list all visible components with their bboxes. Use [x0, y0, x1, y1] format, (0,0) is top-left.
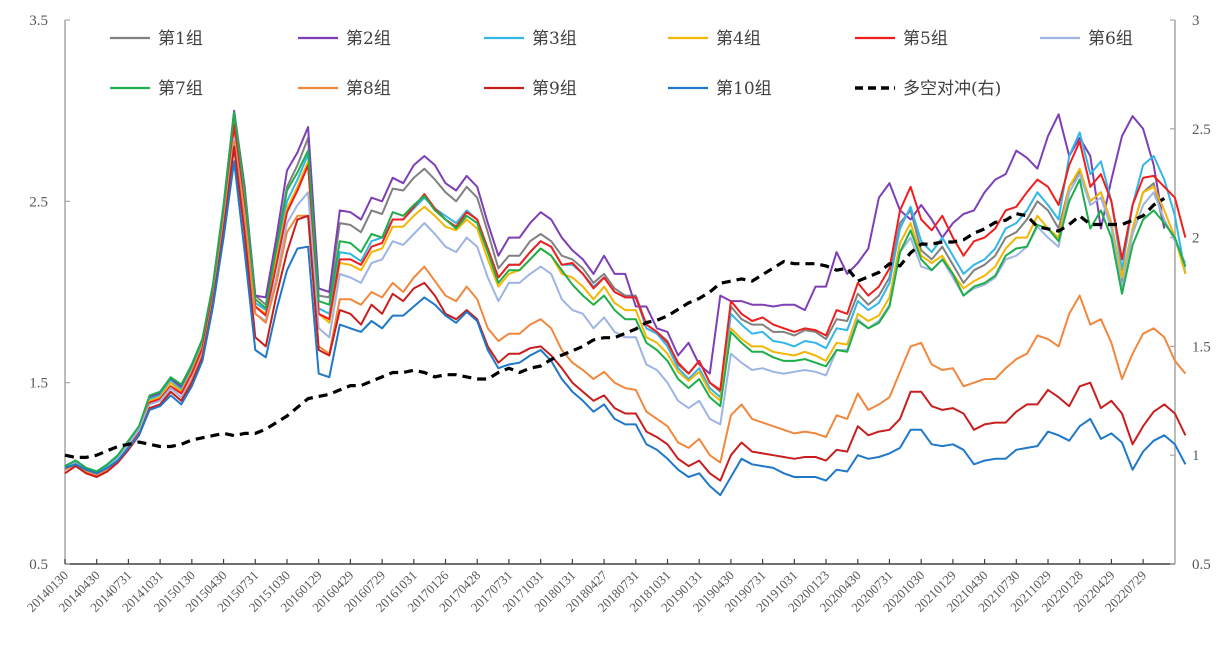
legend-item-4: 第4组	[668, 29, 761, 49]
left-tick-label: 3.5	[29, 13, 48, 29]
legend-label: 第8组	[346, 79, 391, 99]
legend-item-11: 多空对冲(右)	[855, 79, 1001, 99]
legend-item-6: 第6组	[1040, 29, 1133, 49]
left-axis-ticks: 0.5 1.5 2.5 3.5	[29, 13, 70, 573]
legend-label: 第1组	[158, 29, 203, 49]
right-tick-label: 2.5	[1192, 122, 1211, 138]
right-tick-label: 2	[1192, 231, 1200, 247]
legend-label: 第6组	[1088, 29, 1133, 49]
series-line-7	[64, 111, 1187, 473]
legend-label: 第5组	[903, 29, 948, 49]
legend-item-10: 第10组	[668, 79, 772, 99]
left-tick-label: 1.5	[29, 376, 48, 392]
legend-label: 多空对冲(右)	[903, 79, 1001, 99]
series-layer	[64, 109, 1187, 497]
left-tick-label: 0.5	[29, 557, 48, 573]
legend-label: 第7组	[158, 79, 203, 99]
right-axis-ticks: 0.5 1 1.5 2 2.5 3	[1170, 13, 1211, 573]
series-line-8	[64, 140, 1187, 477]
axes	[64, 20, 1176, 565]
right-tick-label: 1.5	[1192, 339, 1211, 355]
legend-item-7: 第7组	[110, 79, 203, 99]
legend-item-9: 第9组	[484, 79, 577, 99]
series-line-4	[64, 131, 1187, 475]
series-line-6	[64, 136, 1187, 475]
series-line-11	[64, 197, 1166, 459]
legend-item-8: 第8组	[298, 79, 391, 99]
legend-label: 第10组	[716, 79, 772, 99]
legend-item-2: 第2组	[298, 29, 391, 49]
series-line-5	[64, 124, 1187, 477]
left-tick-label: 2.5	[29, 194, 48, 210]
legend-label: 第3组	[532, 29, 577, 49]
series-line-3	[64, 127, 1187, 473]
right-tick-label: 1	[1192, 448, 1200, 464]
x-axis-ticks: 2014013020140430201407312014103120150130…	[24, 559, 1149, 615]
series-line-9	[64, 145, 1187, 482]
legend-item-1: 第1组	[110, 29, 203, 49]
legend-label: 第9组	[532, 79, 577, 99]
right-tick-label: 3	[1192, 13, 1200, 29]
legend-item-5: 第5组	[855, 29, 948, 49]
series-line-10	[64, 160, 1187, 497]
legend-label: 第4组	[716, 29, 761, 49]
legend-label: 第2组	[346, 29, 391, 49]
legend-item-3: 第3组	[484, 29, 577, 49]
right-tick-label: 0.5	[1192, 557, 1211, 573]
